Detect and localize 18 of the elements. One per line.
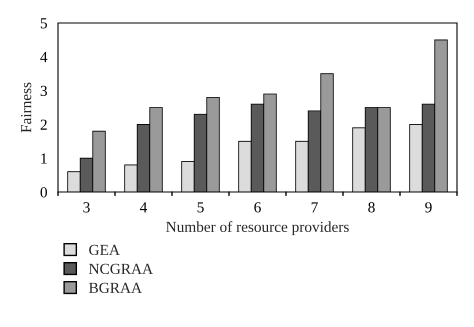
x-tick-label: 6 [254,202,261,212]
legend-label: NCGRAA [88,264,153,274]
y-tick-label: 3 [40,86,47,96]
y-tick-label: 1 [41,153,47,164]
x-axis-title: Number of resource providers [166,221,349,236]
y-tick-label: 4 [40,52,48,62]
x-tick-label: 4 [140,202,148,212]
x-tick-label: 9 [425,202,432,212]
legend-label: BGRAA [88,282,142,294]
legend-label: GEA [89,244,120,256]
y-tick-label: 0 [40,187,47,198]
x-tick-label: 7 [312,202,318,212]
y-tick-label: 2 [40,120,47,130]
y-axis-title: Fairness [21,82,32,133]
x-tick-label: 5 [198,202,204,212]
x-tick-label: 3 [83,202,90,212]
x-tick-label: 8 [368,202,375,212]
y-tick-label: 5 [40,18,47,28]
